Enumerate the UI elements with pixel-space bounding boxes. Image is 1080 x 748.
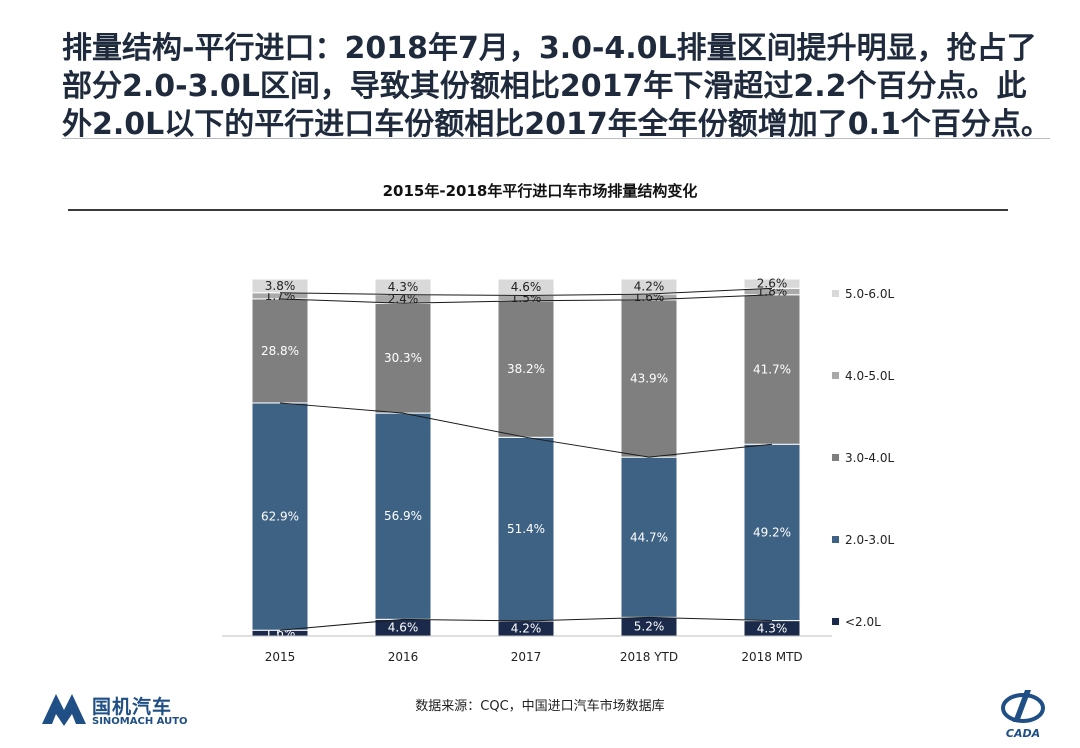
data-label-lt2: 5.2% xyxy=(634,620,665,634)
data-label-2to3: 56.9% xyxy=(384,509,422,523)
data-label-lt2: 4.6% xyxy=(388,621,419,635)
stacked-bar-chart: 1.6%62.9%28.8%1.7%3.8%20154.6%56.9%30.3%… xyxy=(222,277,894,664)
legend-swatch-4to5 xyxy=(832,372,839,379)
legend-swatch-3to4 xyxy=(832,454,839,461)
legend-label-2to3: 2.0-3.0L xyxy=(845,533,894,547)
x-tick-label: 2016 xyxy=(388,650,419,664)
legend-label-5to6: 5.0-6.0L xyxy=(845,287,894,301)
data-label-2to3: 44.7% xyxy=(630,530,668,544)
connector-line-4to5 xyxy=(279,287,773,296)
bar-segment-3to4 xyxy=(497,300,555,438)
headline: 排量结构-平行进口：2018年7月，3.0-4.0L排量区间提升明显，抢占了部分… xyxy=(62,31,1051,142)
data-label-5to6: 2.6% xyxy=(757,277,788,291)
x-tick-label: 2015 xyxy=(265,650,296,664)
legend-label-4to5: 4.0-5.0L xyxy=(845,369,894,383)
data-label-5to6: 4.3% xyxy=(388,280,419,294)
data-label-5to6: 4.2% xyxy=(634,280,665,294)
legend-label-lt2: <2.0L xyxy=(845,615,881,629)
data-label-2to3: 51.4% xyxy=(507,522,545,536)
bar-segment-2to3 xyxy=(251,402,309,631)
bar-segment-2to3 xyxy=(497,436,555,622)
x-tick-label: 2018 YTD xyxy=(620,650,678,664)
data-label-lt2: 4.3% xyxy=(757,621,788,635)
sinomach-logo-icon xyxy=(42,694,86,726)
logo-english-name: SINOMACH AUTO xyxy=(92,716,188,727)
data-label-2to3: 49.2% xyxy=(753,525,791,539)
data-source: 数据来源：CQC，中国进口汽车市场数据库 xyxy=(415,699,665,714)
logo-chinese-name: 国机汽车 xyxy=(92,696,173,718)
headline-divider xyxy=(62,138,1050,139)
data-label-3to4: 30.3% xyxy=(384,351,422,365)
connector-line-3to4 xyxy=(279,294,773,304)
cada-badge-text: CADA xyxy=(1006,727,1040,740)
data-label-3to4: 38.2% xyxy=(507,362,545,376)
x-tick-label: 2017 xyxy=(511,650,542,664)
chart-title-divider xyxy=(68,209,1008,211)
data-label-3to4: 43.9% xyxy=(630,371,668,385)
data-label-2to3: 62.9% xyxy=(261,510,299,524)
connector-line-2to3 xyxy=(279,402,773,458)
x-tick-label: 2018 MTD xyxy=(741,650,802,664)
data-label-5to6: 4.6% xyxy=(511,280,542,294)
chart-title: 2015年-2018年平行进口车市场排量结构变化 xyxy=(382,182,698,200)
data-label-3to4: 28.8% xyxy=(261,344,299,358)
legend-swatch-5to6 xyxy=(832,290,839,297)
data-label-3to4: 41.7% xyxy=(753,363,791,377)
legend-label-3to4: 3.0-4.0L xyxy=(845,451,894,465)
connector-line-lt2 xyxy=(279,616,773,631)
data-label-lt2: 4.2% xyxy=(511,621,542,635)
cada-badge-icon: CADA xyxy=(1001,690,1045,740)
data-label-5to6: 3.8% xyxy=(265,279,296,293)
bar-segment-2to3 xyxy=(743,443,801,622)
legend-swatch-2to3 xyxy=(832,536,839,543)
legend-swatch-lt2 xyxy=(832,618,839,625)
bar-segment-2to3 xyxy=(620,456,678,618)
data-label-4to5: 2.4% xyxy=(388,292,419,306)
